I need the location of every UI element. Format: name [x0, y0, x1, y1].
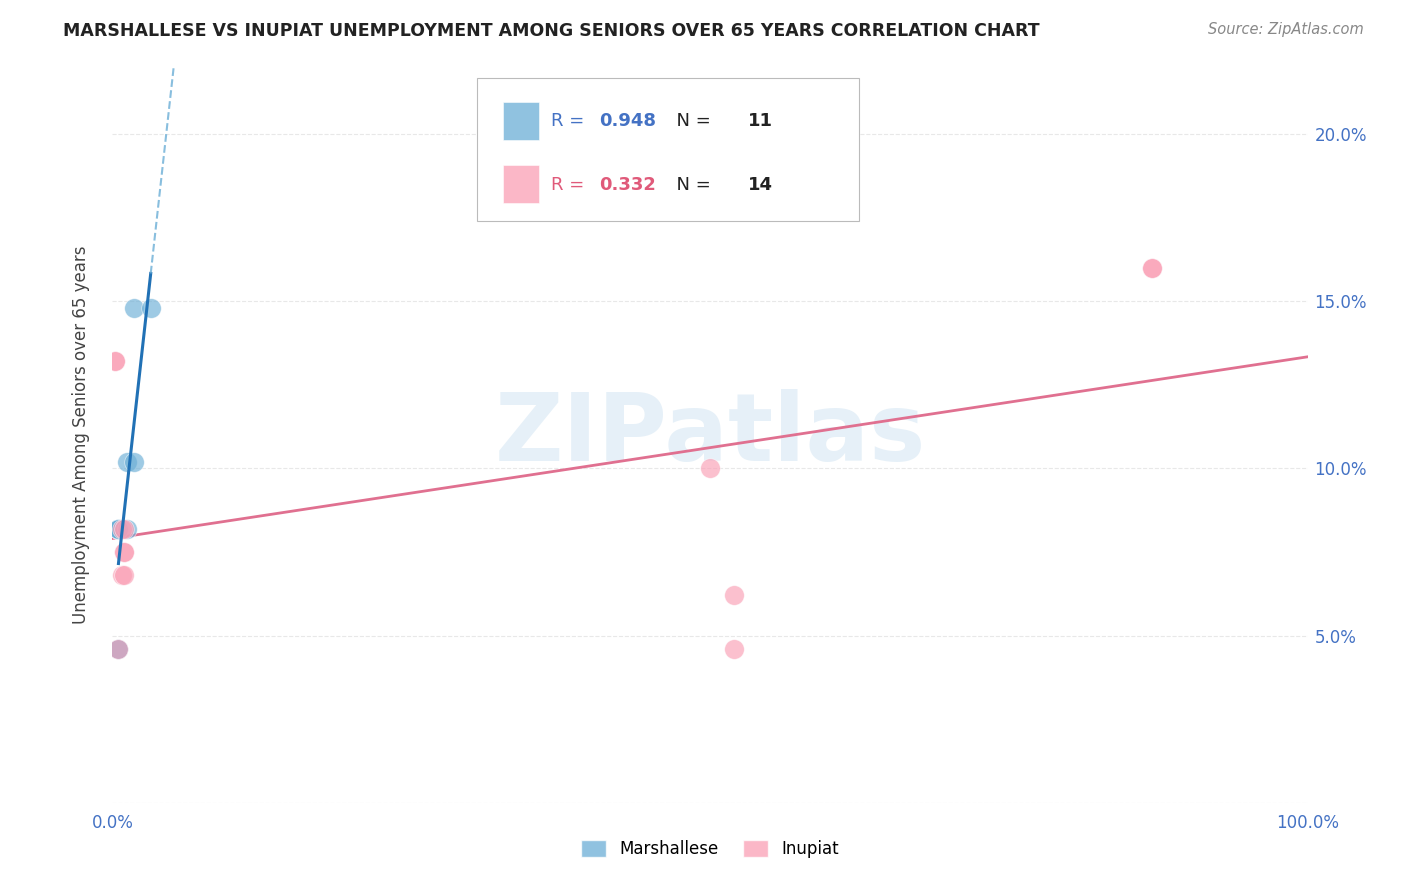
Point: [115, 454, 138, 469]
Text: ZIPatlas: ZIPatlas: [495, 389, 925, 481]
Text: N =: N =: [665, 176, 716, 194]
Point: [723, 642, 745, 657]
Point: [114, 521, 135, 535]
Text: 14: 14: [748, 176, 773, 194]
Point: [104, 354, 127, 368]
Text: 11: 11: [748, 112, 773, 129]
Point: [1142, 260, 1164, 275]
Point: [114, 568, 135, 582]
Text: 0.332: 0.332: [599, 176, 655, 194]
Point: [111, 568, 134, 582]
FancyBboxPatch shape: [477, 78, 859, 221]
Point: [115, 521, 138, 535]
Point: [104, 354, 127, 368]
Point: [107, 642, 129, 657]
Point: [107, 521, 129, 535]
Text: 0.948: 0.948: [599, 112, 655, 129]
Point: [723, 589, 745, 603]
Point: [699, 461, 721, 475]
Text: R =: R =: [551, 112, 591, 129]
Point: [114, 545, 135, 559]
Point: [107, 521, 129, 535]
Point: [107, 521, 129, 535]
Point: [111, 521, 134, 535]
Point: [107, 642, 129, 657]
Point: [107, 642, 129, 657]
FancyBboxPatch shape: [503, 103, 538, 140]
Text: Source: ZipAtlas.com: Source: ZipAtlas.com: [1208, 22, 1364, 37]
Point: [114, 545, 135, 559]
Point: [107, 521, 129, 535]
Text: MARSHALLESE VS INUPIAT UNEMPLOYMENT AMONG SENIORS OVER 65 YEARS CORRELATION CHAR: MARSHALLESE VS INUPIAT UNEMPLOYMENT AMON…: [63, 22, 1040, 40]
Point: [139, 301, 162, 315]
FancyBboxPatch shape: [503, 165, 538, 203]
Text: N =: N =: [665, 112, 716, 129]
Point: [122, 301, 145, 315]
Y-axis label: Unemployment Among Seniors over 65 years: Unemployment Among Seniors over 65 years: [72, 245, 90, 624]
Legend: Marshallese, Inupiat: Marshallese, Inupiat: [574, 833, 846, 864]
Text: R =: R =: [551, 176, 591, 194]
Point: [122, 454, 145, 469]
Point: [1142, 260, 1164, 275]
